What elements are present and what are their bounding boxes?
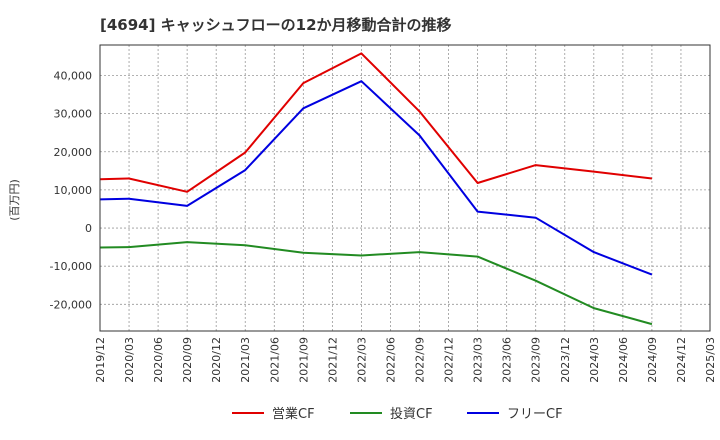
y-tick-label: 30,000 [54, 108, 93, 121]
x-tick-label: 2024/09 [646, 337, 659, 383]
x-tick-label: 2021/06 [268, 337, 281, 383]
x-tick-label: 2020/12 [210, 337, 223, 383]
series-lines [99, 52, 653, 326]
x-tick-label: 2023/06 [501, 337, 514, 383]
grid [100, 45, 710, 331]
plot-area [100, 45, 710, 331]
x-tick-label: 2023/09 [530, 337, 543, 383]
x-tick-label: 2024/06 [617, 337, 630, 383]
x-tick-label: 2022/09 [414, 337, 427, 383]
x-tick-label: 2022/12 [443, 337, 456, 383]
y-tick-label: 40,000 [54, 70, 93, 83]
x-tick-label: 2022/06 [384, 337, 397, 383]
y-tick-label: -10,000 [50, 260, 92, 273]
x-tick-label: 2020/09 [181, 337, 194, 383]
legend: 営業CF 投資CF フリーCF [232, 406, 563, 422]
x-tick-label: 2023/12 [559, 337, 572, 383]
x-tick-label: 2019/12 [94, 337, 107, 383]
x-tick-label: 2021/12 [326, 337, 339, 383]
y-tick-label: 0 [85, 222, 92, 235]
y-tick-label: 10,000 [54, 184, 93, 197]
x-tick-label: 2022/03 [355, 337, 368, 383]
legend-label: フリーCF [507, 407, 563, 422]
x-tick-label: 2021/03 [239, 337, 252, 383]
series-line-0 [99, 52, 653, 193]
legend-label: 投資CF [390, 406, 433, 422]
y-tick-label: 20,000 [54, 146, 93, 159]
y-axis-ticks: -20,000 -10,000 0 10,000 20,000 30,000 40,000 [50, 70, 92, 312]
x-tick-label: 2024/03 [588, 337, 601, 383]
series-line-1 [99, 241, 653, 326]
x-axis-ticks: 2019/12 2020/03 2020/06 2020/09 2020/12 2021/… [94, 337, 717, 383]
y-axis-label: (百万円) [8, 179, 21, 221]
x-tick-label: 2021/09 [297, 337, 310, 383]
x-tick-label: 2023/03 [472, 337, 485, 383]
x-tick-label: 2020/03 [123, 337, 136, 383]
x-tick-label: 2020/06 [152, 337, 165, 383]
legend-label: 営業CF [272, 406, 315, 422]
y-tick-label: -20,000 [50, 298, 92, 311]
plot-frame [99, 44, 711, 332]
x-tick-label: 2024/12 [675, 337, 688, 383]
series-line-2 [99, 80, 653, 276]
x-tick-label: 2025/03 [704, 337, 717, 383]
chart-title: [4694] キャッシュフローの12か月移動合計の推移 [100, 16, 452, 34]
